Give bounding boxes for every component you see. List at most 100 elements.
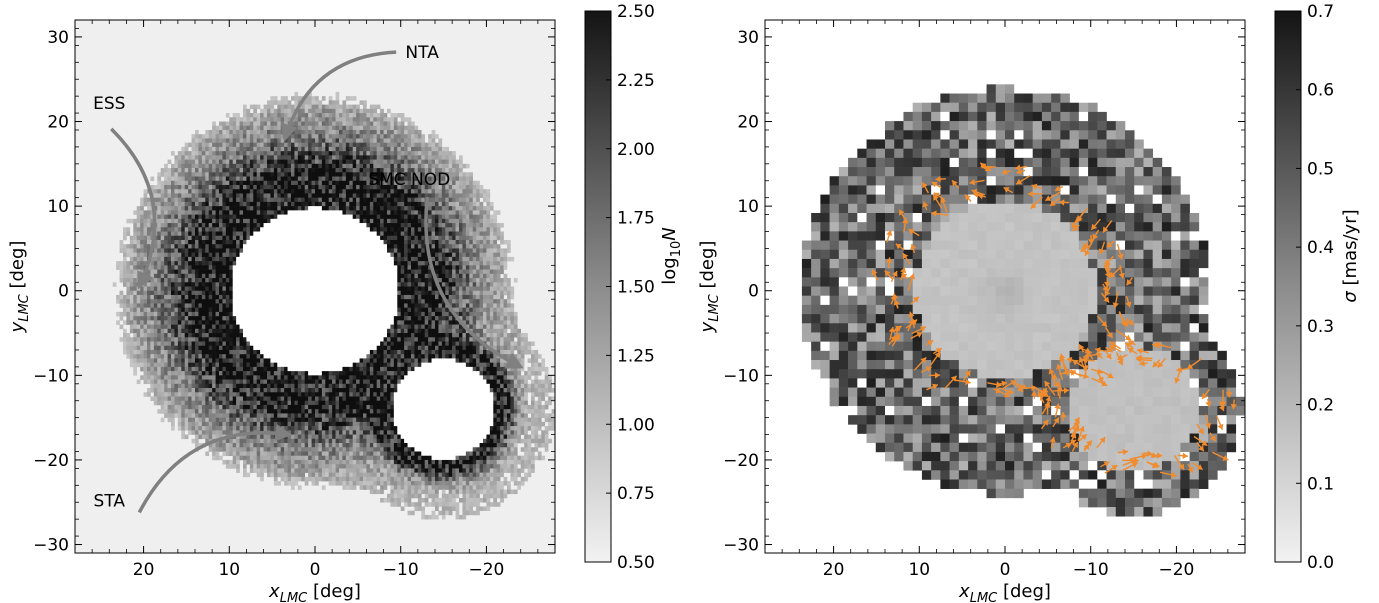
density-pixel <box>188 413 192 418</box>
masked-pixel <box>312 265 316 270</box>
masked-pixel <box>329 325 333 330</box>
density-pixel <box>157 253 161 258</box>
masked-pixel <box>250 329 254 334</box>
density-pixel <box>219 138 223 143</box>
density-pixel <box>329 177 333 182</box>
masked-pixel <box>294 295 298 300</box>
density-pixel <box>174 363 178 368</box>
density-pixel <box>342 130 346 135</box>
density-pixel <box>288 426 292 431</box>
density-pixel <box>253 384 257 389</box>
density-pixel <box>178 236 182 241</box>
density-pixel <box>339 451 343 456</box>
masked-pixel <box>240 320 244 325</box>
density-pixel <box>188 418 192 423</box>
masked-pixel <box>284 270 288 275</box>
density-pixel <box>240 189 244 194</box>
density-pixel <box>144 219 148 224</box>
density-pixel <box>188 172 192 177</box>
density-pixel <box>298 126 302 131</box>
density-pixel <box>336 185 340 190</box>
density-pixel <box>277 401 281 406</box>
density-pixel <box>233 147 237 152</box>
density-pixel <box>229 278 233 283</box>
density-pixel <box>274 405 278 410</box>
density-pixel <box>267 219 271 224</box>
density-pixel <box>120 248 124 253</box>
density-pixel <box>226 155 230 160</box>
masked-pixel <box>312 236 316 241</box>
density-pixel <box>174 337 178 342</box>
density-pixel <box>185 312 189 317</box>
masked-pixel <box>298 253 302 258</box>
masked-pixel <box>342 236 346 241</box>
density-pixel <box>209 354 213 359</box>
masked-pixel <box>233 265 237 270</box>
density-pixel <box>222 384 226 389</box>
masked-pixel <box>318 308 322 313</box>
density-pixel <box>301 430 305 435</box>
masked-pixel <box>332 278 336 283</box>
density-pixel <box>315 413 319 418</box>
density-pixel <box>130 244 134 249</box>
density-pixel <box>205 164 209 169</box>
density-pixel <box>288 409 292 414</box>
density-pixel <box>301 164 305 169</box>
density-pixel <box>291 198 295 203</box>
density-pixel <box>137 325 141 330</box>
density-pixel <box>250 181 254 186</box>
density-pixel <box>329 130 333 135</box>
masked-pixel <box>332 303 336 308</box>
masked-pixel <box>246 274 250 279</box>
density-pixel <box>178 210 182 215</box>
density-pixel <box>301 464 305 469</box>
density-pixel <box>336 105 340 110</box>
density-pixel <box>222 460 226 465</box>
density-pixel <box>147 299 151 304</box>
density-pixel <box>195 274 199 279</box>
density-pixel <box>171 320 175 325</box>
density-pixel <box>253 189 257 194</box>
masked-pixel <box>267 257 271 262</box>
density-pixel <box>267 202 271 207</box>
masked-pixel <box>308 223 312 228</box>
masked-pixel <box>274 270 278 275</box>
masked-pixel <box>240 312 244 317</box>
density-pixel <box>222 244 226 249</box>
density-pixel <box>253 460 257 465</box>
density-pixel <box>322 206 326 211</box>
density-pixel <box>277 185 281 190</box>
density-pixel <box>288 468 292 473</box>
density-pixel <box>243 160 247 165</box>
density-pixel <box>157 244 161 249</box>
density-pixel <box>250 388 254 393</box>
density-pixel <box>250 426 254 431</box>
density-pixel <box>277 202 281 207</box>
density-pixel <box>178 219 182 224</box>
density-pixel <box>253 396 257 401</box>
density-pixel <box>219 388 223 393</box>
masked-pixel <box>274 236 278 241</box>
density-pixel <box>174 172 178 177</box>
density-pixel <box>322 185 326 190</box>
density-pixel <box>246 236 250 241</box>
masked-pixel <box>291 363 295 368</box>
masked-pixel <box>250 308 254 313</box>
density-pixel <box>315 143 319 148</box>
density-pixel <box>219 350 223 355</box>
density-pixel <box>342 435 346 440</box>
masked-pixel <box>329 333 333 338</box>
density-pixel <box>274 151 278 156</box>
density-pixel <box>157 371 161 376</box>
density-pixel <box>161 358 165 363</box>
density-pixel <box>308 138 312 143</box>
density-pixel <box>219 219 223 224</box>
masked-pixel <box>339 333 343 338</box>
density-pixel <box>246 177 250 182</box>
masked-pixel <box>233 303 237 308</box>
density-pixel <box>233 160 237 165</box>
density-pixel <box>336 439 340 444</box>
density-pixel <box>205 270 209 275</box>
density-pixel <box>233 236 237 241</box>
density-pixel <box>322 443 326 448</box>
